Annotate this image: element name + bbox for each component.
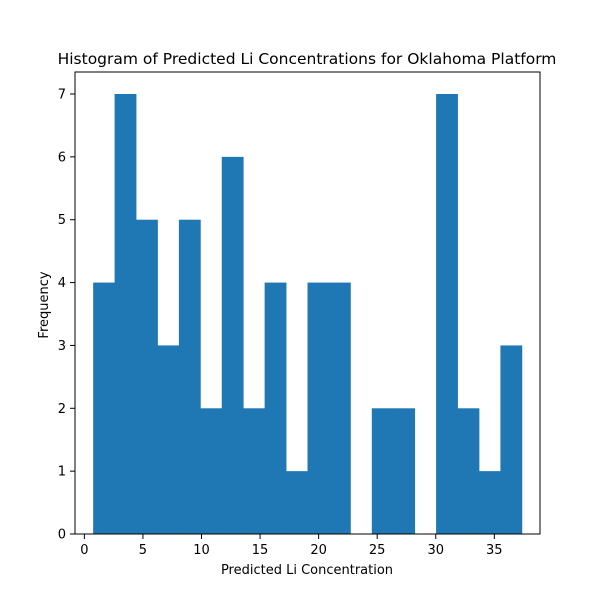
histogram-bar <box>371 408 394 534</box>
x-tick-label: 15 <box>252 543 269 558</box>
histogram-bar <box>93 282 115 534</box>
y-tick-label: 2 <box>58 402 66 417</box>
y-axis-label: Frequency <box>37 271 52 338</box>
histogram-bar <box>307 282 330 534</box>
x-tick-label: 20 <box>310 543 327 558</box>
y-tick-label: 1 <box>58 465 66 480</box>
y-tick-label: 6 <box>58 150 66 165</box>
chart-title: Histogram of Predicted Li Concentrations… <box>58 50 557 68</box>
histogram-bar <box>500 345 523 534</box>
histogram-bar <box>457 408 480 534</box>
y-tick-label: 0 <box>58 528 66 543</box>
histogram-bar <box>114 94 137 534</box>
x-tick-label: 5 <box>139 543 147 558</box>
histogram-bar <box>436 94 458 534</box>
histogram-bar <box>478 471 501 534</box>
bars-group <box>93 94 523 534</box>
histogram-bar <box>328 282 351 534</box>
x-tick-label: 30 <box>427 543 444 558</box>
y-tick-label: 3 <box>58 339 66 354</box>
y-axis-ticks: 0 1 2 3 4 5 6 7 <box>58 88 75 543</box>
histogram-bar <box>136 219 158 534</box>
y-tick-label: 5 <box>58 213 66 228</box>
histogram-bar <box>200 408 223 534</box>
x-tick-label: 10 <box>193 543 210 558</box>
histogram-bar <box>243 408 266 534</box>
x-tick-label: 0 <box>80 543 88 558</box>
y-tick-label: 4 <box>58 276 66 291</box>
plot-frame <box>74 71 541 535</box>
x-tick-label: 35 <box>486 543 503 558</box>
y-tick-label: 7 <box>58 88 66 103</box>
histogram-bar <box>286 471 308 534</box>
histogram-bar <box>178 219 201 534</box>
histogram-bar <box>157 345 180 534</box>
histogram-bar <box>264 282 287 534</box>
x-axis-label: Predicted Li Concentration <box>221 563 393 578</box>
x-tick-label: 25 <box>369 543 386 558</box>
x-axis-ticks: 0 5 10 15 20 25 30 35 <box>80 534 503 558</box>
histogram-bar <box>393 408 416 534</box>
histogram-bar <box>221 156 244 534</box>
